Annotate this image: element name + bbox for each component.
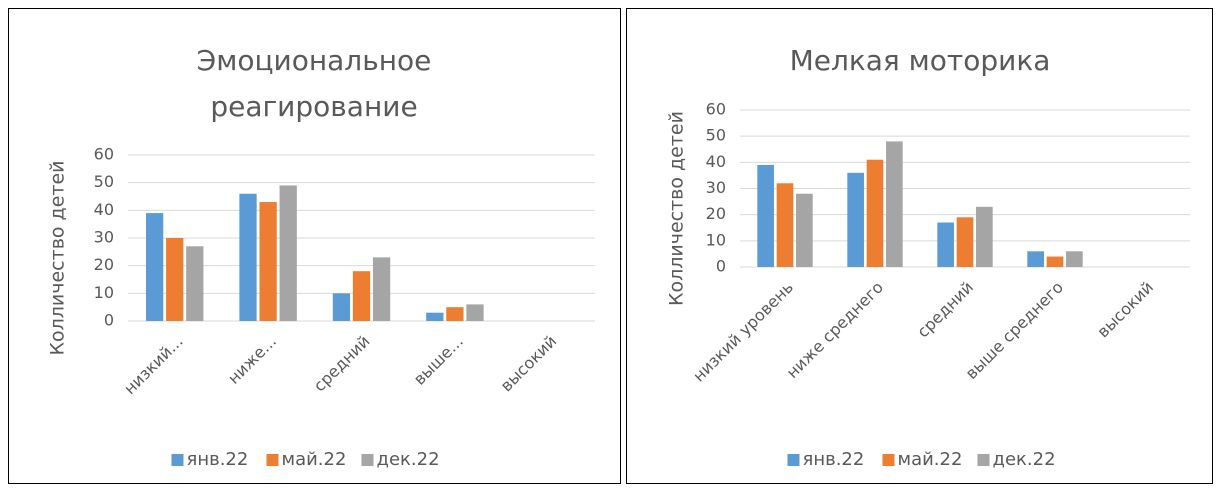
bar [1027, 251, 1044, 267]
y-tick-label: 30 [94, 228, 114, 247]
bar [186, 246, 204, 321]
bar [279, 185, 297, 321]
bar [866, 159, 884, 267]
y-tick-label: 10 [94, 283, 114, 302]
legend-label: янв.22 [803, 449, 865, 470]
x-tick-label: выше... [410, 332, 467, 389]
bar [796, 193, 813, 267]
x-tick-label: выше среднего [962, 278, 1067, 383]
x-tick-label: низкий уровень [689, 278, 797, 386]
bar [466, 304, 484, 321]
bar [426, 312, 444, 321]
bar [776, 183, 794, 267]
x-tick-label: высокий [497, 332, 561, 396]
y-tick-label: 20 [706, 204, 726, 223]
x-tick-label: средний [913, 278, 977, 342]
chart-frame [8, 8, 621, 484]
legend-swatch [361, 454, 374, 466]
legend-label: дек.22 [993, 449, 1056, 470]
bar [1046, 256, 1064, 267]
chart-title: Эмоциональное реагирование [196, 44, 432, 123]
bar [352, 271, 371, 321]
legend-swatch [171, 454, 184, 466]
bar [239, 193, 257, 321]
chart-title: Мелкая моторика [789, 44, 1051, 77]
x-tick-label: ниже среднего [783, 278, 887, 382]
bar [446, 307, 464, 321]
legend-label: янв.22 [187, 449, 249, 470]
bar [937, 222, 954, 267]
legend-swatch [787, 454, 800, 466]
y-tick-label: 0 [104, 311, 114, 330]
bar [956, 217, 974, 267]
bar [259, 202, 277, 321]
bar [847, 172, 864, 267]
y-tick-label: 50 [94, 172, 114, 191]
chart-frame [626, 8, 1213, 484]
bar [332, 293, 351, 321]
y-tick-label: 60 [94, 145, 114, 164]
y-tick-label: 30 [706, 178, 726, 197]
y-tick-label: 10 [706, 230, 726, 249]
x-tick-label: ниже... [224, 332, 280, 388]
y-tick-label: 50 [706, 126, 726, 145]
bar [372, 257, 391, 321]
legend-swatch [882, 454, 895, 466]
bar [166, 238, 184, 321]
y-tick-label: 40 [706, 152, 726, 171]
legend-swatch [266, 454, 279, 466]
legend-label: май.22 [898, 449, 963, 470]
y-axis-label: Колличество детей [47, 161, 69, 356]
y-tick-label: 60 [706, 100, 726, 119]
x-tick-label: средний [310, 332, 374, 396]
bar [976, 206, 993, 267]
y-tick-label: 20 [94, 255, 114, 274]
legend-label: дек.22 [377, 449, 440, 470]
legend-swatch [977, 454, 990, 466]
bar [145, 213, 164, 321]
y-axis-label: Колличество детей [666, 111, 688, 306]
bar [886, 141, 903, 267]
x-tick-label: низкий... [120, 332, 187, 399]
x-tick-label: высокий [1093, 278, 1157, 342]
y-tick-label: 0 [716, 257, 726, 276]
y-tick-label: 40 [94, 200, 114, 219]
bar [1066, 251, 1083, 267]
legend-label: май.22 [282, 449, 347, 470]
bar [757, 164, 774, 267]
